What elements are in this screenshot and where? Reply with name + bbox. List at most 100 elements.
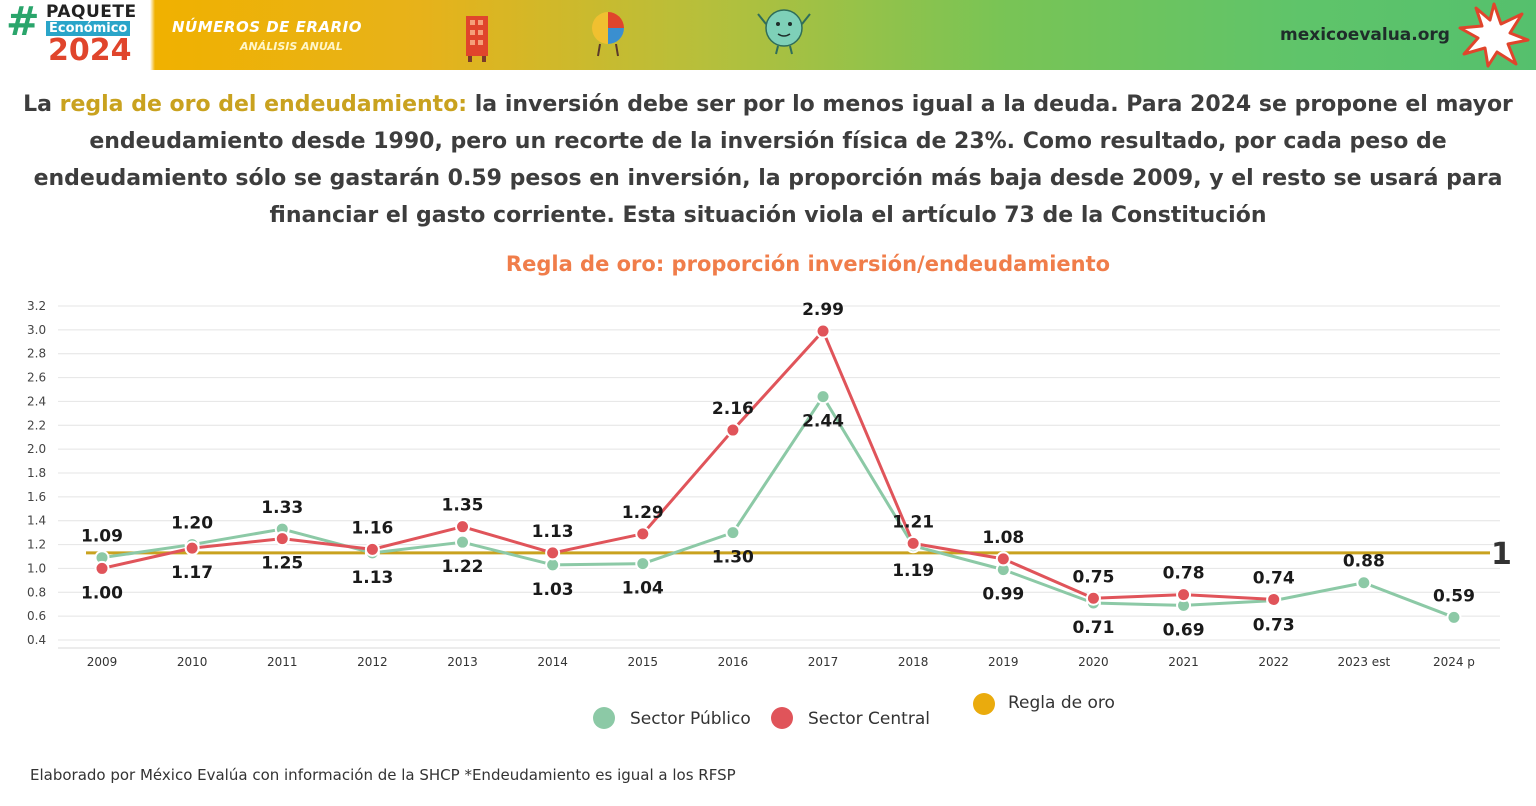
x-tick-label: 2024 p — [1433, 655, 1475, 669]
data-label: 0.75 — [1072, 567, 1114, 587]
y-tick-label: 2.6 — [27, 371, 46, 385]
logo-economico: Económico — [46, 21, 131, 36]
data-label: 1.04 — [622, 579, 664, 599]
y-tick-label: 0.8 — [27, 585, 46, 599]
y-tick-label: 0.6 — [27, 609, 46, 623]
data-point-sector-central — [725, 422, 741, 438]
data-label: 1.09 — [81, 527, 123, 547]
y-tick-label: 3.2 — [27, 299, 46, 313]
x-tick-label: 2021 — [1168, 655, 1199, 669]
y-tick-label: 2.0 — [27, 442, 46, 456]
x-tick-label: 2012 — [357, 655, 388, 669]
x-tick-label: 2014 — [537, 655, 568, 669]
data-point-sector-central — [545, 545, 561, 561]
data-label: 1.16 — [351, 518, 393, 538]
y-tick-label: 1.2 — [27, 538, 46, 552]
series-line-sector-central — [101, 329, 1274, 601]
x-tick-label: 2011 — [267, 655, 298, 669]
data-label: 1.21 — [892, 512, 934, 532]
x-tick-label: 2019 — [988, 655, 1019, 669]
data-point-sector-central — [184, 540, 200, 556]
data-label: 1.19 — [892, 561, 934, 581]
chart-title: Regla de oro: proporción inversión/endeu… — [505, 252, 1111, 276]
legend-label-regla-de-oro: Regla de oro — [1008, 693, 1115, 713]
data-label: 2.16 — [712, 399, 754, 419]
data-label: 0.99 — [982, 585, 1024, 605]
headline-lead: La — [23, 92, 60, 117]
mexico-evalua-star-icon — [1458, 2, 1530, 68]
y-tick-label: 2.8 — [27, 347, 46, 361]
x-tick-label: 2017 — [808, 655, 839, 669]
y-tick-label: 1.4 — [27, 514, 46, 528]
building-mascot-icon — [466, 16, 488, 62]
data-label: 0.78 — [1163, 564, 1205, 584]
data-point-sector-central — [364, 541, 380, 557]
reference-end-label: 1 — [1491, 537, 1512, 572]
data-point-sector-central — [1176, 587, 1192, 603]
data-label: 1.30 — [712, 548, 754, 568]
data-label: 2.99 — [802, 300, 844, 320]
y-tick-label: 2.2 — [27, 418, 46, 432]
data-label: 1.13 — [532, 522, 574, 542]
data-label: 0.73 — [1253, 616, 1295, 636]
data-point-sector-central — [1085, 590, 1101, 606]
data-label: 1.22 — [442, 557, 484, 577]
data-label: 1.17 — [171, 563, 213, 583]
source-note: Elaborado por México Evalúa con informac… — [30, 766, 736, 784]
x-tick-label: 2018 — [898, 655, 929, 669]
x-tick-label: 2020 — [1078, 655, 1109, 669]
headline-accent: regla de oro del endeudamiento: — [59, 92, 468, 117]
site-url: mexicoevalua.org — [1280, 25, 1450, 45]
data-label: 1.35 — [442, 496, 484, 516]
data-point-sector-central — [815, 323, 831, 339]
data-label: 1.03 — [532, 580, 574, 600]
data-label: 1.29 — [622, 503, 664, 523]
x-tick-label: 2013 — [447, 655, 478, 669]
y-tick-label: 0.4 — [27, 633, 46, 647]
legend-label-sector-publico: Sector Público — [630, 709, 751, 729]
data-point-sector-central — [995, 551, 1011, 567]
data-point-sector-central — [274, 531, 290, 547]
data-label: 0.69 — [1163, 620, 1205, 640]
logo-hash: # — [6, 0, 40, 45]
y-tick-label: 3.0 — [27, 323, 46, 337]
series-line-sector-publico — [101, 395, 1455, 619]
x-tick-label: 2009 — [87, 655, 118, 669]
data-label: 1.33 — [261, 498, 303, 518]
data-label: 1.08 — [982, 528, 1024, 548]
line-chart: 0.4 0.6 0.8 1.0 1.2 1.4 1.6 1.8 2.0 2.2 2.4 2.6 2.8 3… — [27, 299, 1512, 729]
legend-label-sector-central: Sector Central — [808, 709, 930, 729]
x-tick-label: 2010 — [177, 655, 208, 669]
paquete-economico-logo: # PAQUETE Económico 2024 — [0, 0, 150, 70]
data-point-sector-central — [455, 519, 471, 535]
x-tick-label: 2022 — [1258, 655, 1289, 669]
data-label: 0.74 — [1253, 568, 1295, 588]
data-point-sector-publico — [725, 525, 741, 541]
logo-year: 2024 — [48, 33, 132, 68]
data-point-sector-central — [1266, 591, 1282, 607]
data-point-sector-central — [94, 560, 110, 576]
data-point-sector-publico — [635, 556, 651, 572]
data-point-sector-publico — [815, 389, 831, 405]
y-tick-label: 2.4 — [27, 394, 46, 408]
data-label: 0.71 — [1072, 618, 1114, 638]
y-tick-label: 1.8 — [27, 466, 46, 480]
chart-area: 0.4 0.6 0.8 1.0 1.2 1.4 1.6 1.8 2.0 2.2 2.4 2.6 2.8 3… — [0, 290, 1536, 764]
numeros-de-erario-logo: NÚMEROS DE ERARIO — [172, 18, 362, 36]
x-tick-label: 2023 est — [1337, 655, 1390, 669]
data-label: 0.59 — [1433, 586, 1475, 606]
x-tick-label: 2015 — [628, 655, 659, 669]
logo-paquete: PAQUETE — [46, 2, 137, 22]
x-tick-label: 2016 — [718, 655, 749, 669]
data-label: 1.25 — [261, 554, 303, 574]
data-point-sector-publico — [455, 534, 471, 550]
y-tick-label: 1.0 — [27, 561, 46, 575]
header-banner: # PAQUETE Económico 2024 NÚMEROS DE ERAR… — [0, 0, 1536, 70]
data-point-sector-central — [905, 535, 921, 551]
legend-marker-sector-central — [771, 707, 793, 729]
legend-marker-regla-de-oro — [973, 693, 995, 715]
data-point-sector-publico — [1446, 609, 1462, 625]
data-label: 0.88 — [1343, 552, 1385, 572]
ball-mascot-icon — [757, 9, 811, 55]
data-label: 1.00 — [81, 583, 123, 603]
